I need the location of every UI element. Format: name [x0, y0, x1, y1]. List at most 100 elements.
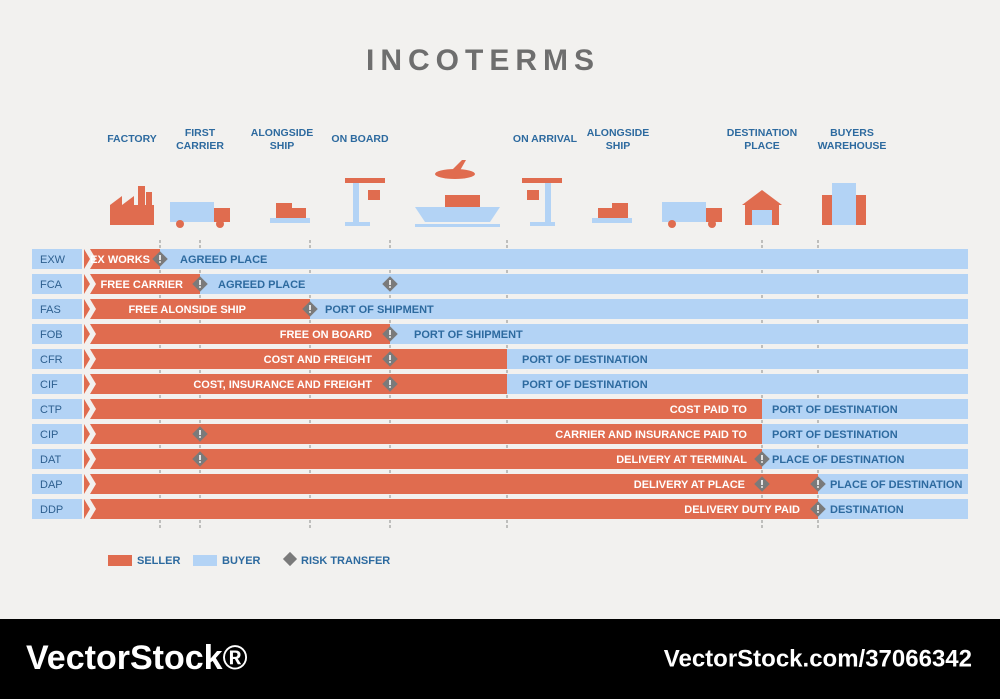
crane-icon [345, 178, 385, 226]
risk-dot [389, 386, 391, 388]
row: CTP COST PAID TO PORT OF DESTINATION [32, 399, 968, 419]
stage-label: PLACE [744, 140, 780, 152]
footer-band [0, 619, 1000, 699]
buyer-bar [84, 274, 968, 294]
risk-mark [389, 330, 391, 335]
seller-chevron [84, 249, 96, 269]
risk-mark [389, 280, 391, 285]
risk-mark [389, 380, 391, 385]
buyer-label: AGREED PLACE [180, 254, 267, 266]
code-box [32, 349, 82, 369]
stage-label: ALONGSIDE [587, 127, 649, 139]
seller-chevron [84, 274, 96, 294]
row-code: CIF [40, 379, 58, 391]
risk-mark [199, 280, 201, 285]
seller-chevron [84, 449, 96, 469]
truck-icon-2 [662, 202, 722, 228]
code-box [32, 424, 82, 444]
row-code: DAP [40, 479, 63, 491]
seller-bar [84, 474, 818, 494]
row: DDP DELIVERY DUTY PAID DESTINATION [32, 499, 968, 519]
risk-dot [199, 286, 201, 288]
seller-label: FREE CARRIER [100, 279, 183, 291]
rows: EXW EX WORKS AGREED PLACE FCA FREE CARRIER AG… [32, 249, 968, 519]
seller-label: DELIVERY AT TERMINAL [616, 454, 747, 466]
buyer-label: PORT OF DESTINATION [522, 354, 648, 366]
seller-chevron [84, 399, 96, 419]
risk-dot [199, 436, 201, 438]
risk-dot [761, 461, 763, 463]
row: DAP DELIVERY AT PLACE PLACE OF DESTINATION [32, 474, 968, 494]
legend-seller: SELLER [137, 555, 180, 567]
risk-mark [159, 255, 161, 260]
stage-label: CARRIER [176, 140, 224, 152]
buyer-bar [84, 249, 968, 269]
row-code: DAT [40, 454, 61, 466]
risk-dot [309, 311, 311, 313]
row-code: CTP [40, 404, 62, 416]
stage-label: ALONGSIDE [251, 127, 313, 139]
buyer-label: PLACE OF DESTINATION [830, 479, 962, 491]
risk-dot [389, 286, 391, 288]
risk-mark [199, 455, 201, 460]
seller-label: COST PAID TO [670, 404, 748, 416]
risk-dot [761, 486, 763, 488]
seller-label: EX WORKS [90, 254, 150, 266]
code-box [32, 399, 82, 419]
buyer-label: PORT OF DESTINATION [772, 404, 898, 416]
risk-dot [817, 486, 819, 488]
legend: SELLER BUYER RISK TRANSFER [108, 551, 390, 567]
seller-bar [84, 324, 390, 344]
buyer-label: PORT OF DESTINATION [522, 379, 648, 391]
code-box [32, 449, 82, 469]
code-box [32, 274, 82, 294]
row-code: CFR [40, 354, 63, 366]
icons [110, 160, 866, 228]
code-box [32, 299, 82, 319]
seller-bar [84, 274, 200, 294]
row: FOB FREE ON BOARD PORT OF SHIPMENT [32, 324, 968, 344]
risk-mark [389, 355, 391, 360]
seller-chevron [84, 474, 96, 494]
crane-icon-2 [522, 178, 562, 226]
row: FAS FREE ALONSIDE SHIP PORT OF SHIPMENT [32, 299, 968, 319]
row-code: FCA [40, 279, 63, 291]
seller-bar [84, 449, 762, 469]
risk-dot [817, 511, 819, 513]
seller-label: DELIVERY DUTY PAID [684, 504, 800, 516]
seller-chevron [84, 499, 96, 519]
stage-label: ON BOARD [331, 133, 389, 145]
row-code: DDP [40, 504, 63, 516]
stage-label: BUYERS [830, 127, 874, 139]
seller-label: DELIVERY AT PLACE [634, 479, 745, 491]
risk-dot [389, 336, 391, 338]
buyer-label: PORT OF SHIPMENT [414, 329, 523, 341]
seller-chevron [84, 299, 96, 319]
code-box [32, 249, 82, 269]
buyer-label: AGREED PLACE [218, 279, 305, 291]
risk-mark [761, 480, 763, 485]
stage-label: SHIP [270, 140, 295, 152]
seller-label: FREE ON BOARD [280, 329, 372, 341]
seller-label: FREE ALONSIDE SHIP [128, 304, 246, 316]
risk-dot [389, 361, 391, 363]
code-box [32, 374, 82, 394]
seller-label: COST AND FREIGHT [264, 354, 373, 366]
row: CFR COST AND FREIGHT PORT OF DESTINATION [32, 349, 968, 369]
stage-label: ON ARRIVAL [513, 133, 578, 145]
row: CIP CARRIER AND INSURANCE PAID TO PORT OF … [32, 424, 968, 444]
risk-mark [817, 480, 819, 485]
row: FCA FREE CARRIER AGREED PLACE [32, 274, 968, 294]
stage-label: WAREHOUSE [818, 140, 887, 152]
seller-chevron [84, 424, 96, 444]
risk-mark [817, 505, 819, 510]
legend-risk-swatch [282, 551, 298, 567]
legend-risk: RISK TRANSFER [301, 555, 390, 567]
seller-bar [84, 499, 818, 519]
seller-chevron [84, 374, 96, 394]
code-box [32, 324, 82, 344]
row: DAT DELIVERY AT TERMINAL PLACE OF DESTINAT… [32, 449, 968, 469]
seller-bar [84, 399, 762, 419]
